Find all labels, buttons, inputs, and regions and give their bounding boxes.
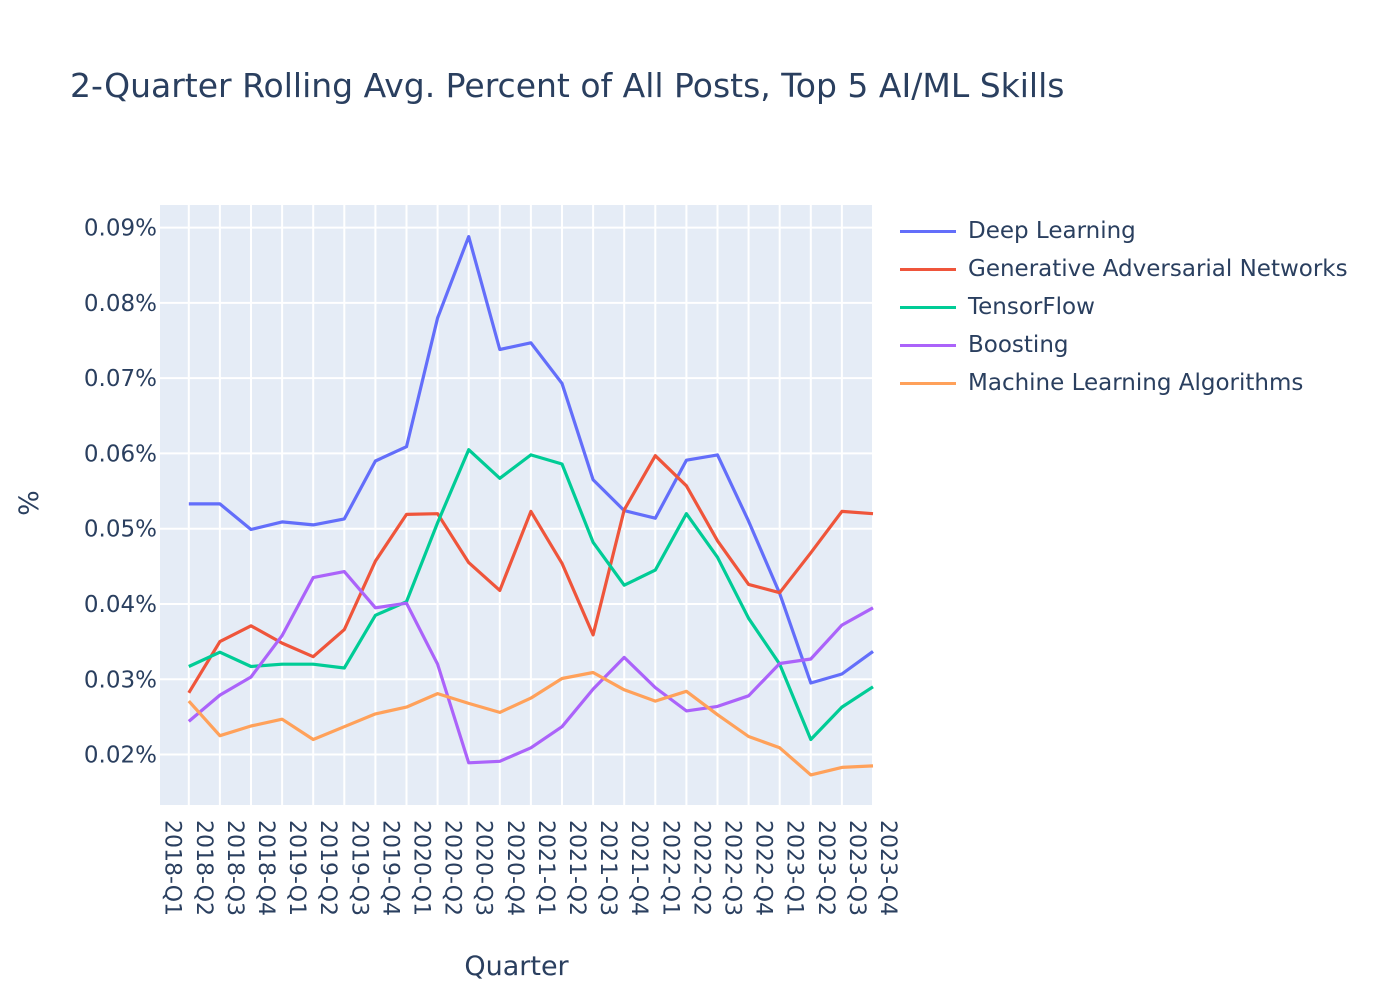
x-tick-label: 2022-Q3 — [720, 820, 745, 916]
x-tick-label: 2022-Q2 — [688, 820, 713, 916]
y-tick-label: 0.05% — [84, 517, 157, 543]
y-tick-label: 0.08% — [84, 291, 157, 317]
series-lines — [187, 235, 874, 777]
y-tick-label: 0.09% — [84, 216, 157, 242]
x-tick-label: 2023-Q3 — [844, 820, 869, 916]
y-tick-label: 0.03% — [84, 667, 157, 693]
legend-swatch — [900, 343, 956, 347]
x-tick-label: 2023-Q2 — [813, 820, 838, 916]
y-axis-label: % — [14, 490, 45, 516]
x-tick-label: 2019-Q1 — [284, 820, 309, 916]
x-tick-label: 2021-Q4 — [626, 820, 651, 916]
legend-label: Boosting — [968, 332, 1069, 358]
y-tick-label: 0.06% — [84, 441, 157, 467]
x-tick-label: 2020-Q4 — [502, 820, 527, 916]
x-tick-labels: 2018-Q1 2018-Q2 2018-Q3 2018-Q4 2019-Q1 2019-… — [160, 820, 900, 916]
plot-background — [160, 205, 873, 805]
y-tick-label: 0.02% — [84, 743, 157, 769]
chart-title: 2-Quarter Rolling Avg. Percent of All Po… — [70, 66, 1065, 105]
x-tick-label: 2018-Q4 — [253, 820, 278, 916]
legend-item[interactable]: Boosting — [900, 326, 1348, 364]
legend-item[interactable]: TensorFlow — [900, 288, 1348, 326]
x-tick-label: 2023-Q4 — [875, 820, 900, 916]
x-tick-label: 2023-Q1 — [782, 820, 807, 916]
x-tick-label: 2020-Q3 — [471, 820, 496, 916]
legend-swatch — [900, 381, 956, 385]
x-tick-label: 2022-Q1 — [657, 820, 682, 916]
legend-swatch — [900, 305, 956, 309]
x-tick-label: 2018-Q2 — [191, 820, 216, 916]
x-tick-label: 2019-Q3 — [346, 820, 371, 916]
legend-label: Machine Learning Algorithms — [968, 370, 1304, 396]
x-tick-label: 2021-Q2 — [564, 820, 589, 916]
y-tick-label: 0.07% — [84, 366, 157, 392]
series-line-1 — [187, 454, 874, 694]
x-tick-label: 2022-Q4 — [751, 820, 776, 916]
x-tick-label: 2018-Q3 — [222, 820, 247, 916]
legend-item[interactable]: Generative Adversarial Networks — [900, 250, 1348, 288]
legend-item[interactable]: Deep Learning — [900, 212, 1348, 250]
x-axis-label: Quarter — [464, 951, 569, 982]
x-tick-label: 2019-Q4 — [377, 820, 402, 916]
x-tick-label: 2018-Q1 — [160, 820, 185, 916]
x-tick-label: 2020-Q1 — [409, 820, 434, 916]
x-tick-label: 2021-Q1 — [533, 820, 558, 916]
legend-swatch — [900, 229, 956, 233]
legend-label: Generative Adversarial Networks — [968, 256, 1348, 282]
legend-item[interactable]: Machine Learning Algorithms — [900, 364, 1348, 402]
series-line-3 — [187, 569, 874, 765]
x-tick-label: 2020-Q2 — [440, 820, 465, 916]
x-tick-label: 2019-Q2 — [315, 820, 340, 916]
series-line-0 — [188, 235, 874, 685]
series-line-2 — [188, 448, 874, 742]
legend[interactable]: Deep Learning Generative Adversarial Netw… — [900, 212, 1348, 402]
series-line-4 — [187, 670, 874, 777]
legend-label: TensorFlow — [968, 294, 1095, 320]
y-tick-labels: 0.02% 0.03% 0.04% 0.05% 0.06% 0.07% 0.08% 0.09% — [84, 216, 157, 769]
y-tick-label: 0.04% — [84, 592, 157, 618]
legend-label: Deep Learning — [968, 218, 1136, 244]
x-tick-label: 2021-Q3 — [595, 820, 620, 916]
legend-swatch — [900, 267, 956, 271]
